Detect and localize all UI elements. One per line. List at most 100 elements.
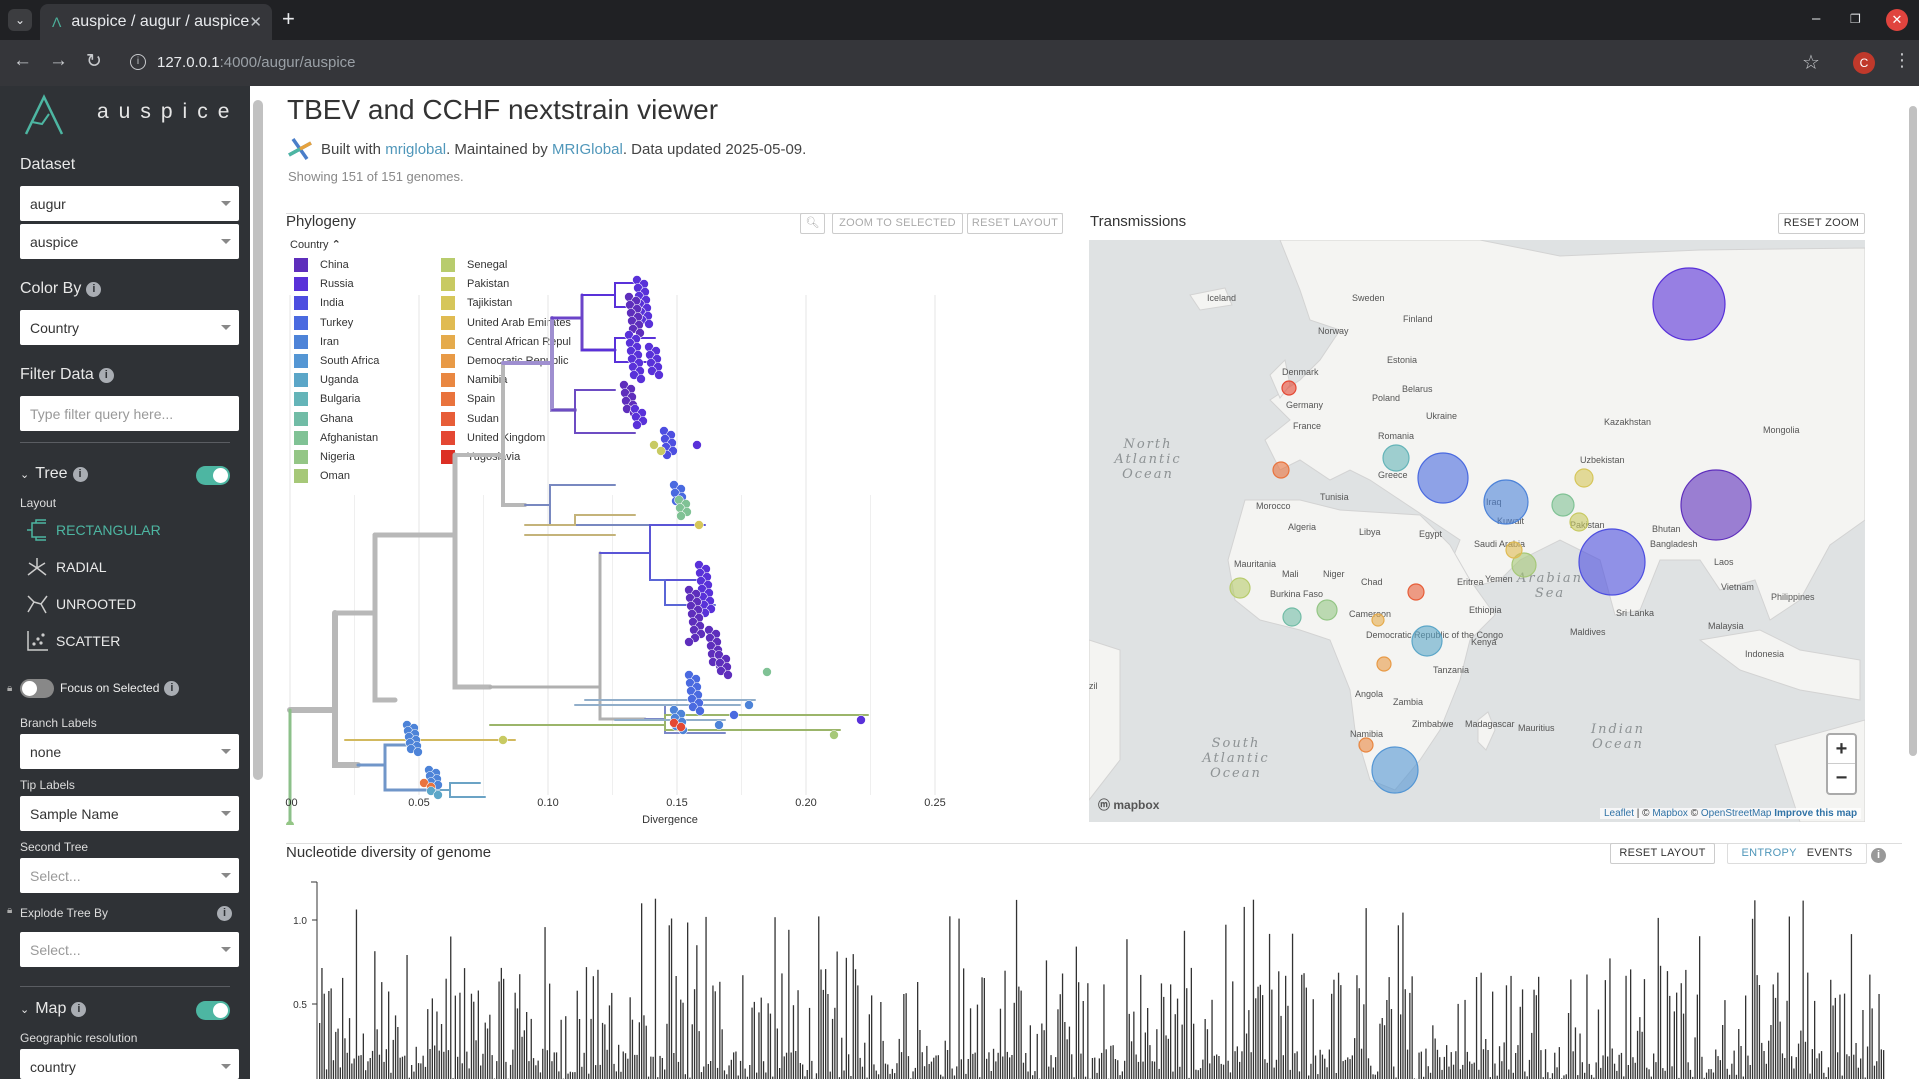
- entropy-bar[interactable]: [353, 1058, 355, 1079]
- entropy-bar[interactable]: [1073, 1077, 1075, 1079]
- entropy-bar[interactable]: [1202, 1059, 1204, 1079]
- entropy-bar[interactable]: [424, 1066, 427, 1079]
- dataset-select-2[interactable]: auspice: [20, 224, 239, 259]
- entropy-bar[interactable]: [1278, 971, 1280, 1079]
- map-circle-turkey[interactable]: [1417, 452, 1469, 504]
- entropy-bar[interactable]: [1494, 1063, 1496, 1079]
- entropy-bar[interactable]: [1462, 1064, 1464, 1079]
- entropy-bar[interactable]: [1671, 1066, 1673, 1079]
- entropy-bar[interactable]: [1333, 979, 1335, 1079]
- entropy-bar[interactable]: [827, 994, 829, 1079]
- entropy-bar[interactable]: [1630, 969, 1632, 1079]
- entropy-bar[interactable]: [1749, 1065, 1751, 1079]
- entropy-bar[interactable]: [1751, 918, 1754, 1079]
- entropy-bar[interactable]: [1705, 1072, 1708, 1079]
- entropy-bar[interactable]: [1209, 1063, 1211, 1079]
- filter-input[interactable]: Type filter query here...: [20, 396, 239, 431]
- entropy-bar[interactable]: [1400, 1014, 1402, 1079]
- entropy-bar[interactable]: [831, 1018, 834, 1079]
- entropy-bar[interactable]: [459, 992, 461, 1079]
- entropy-bar[interactable]: [381, 982, 383, 1079]
- entropy-bar[interactable]: [976, 1004, 979, 1079]
- entropy-bar[interactable]: [1395, 1077, 1397, 1079]
- entropy-bar[interactable]: [1151, 1061, 1153, 1079]
- entropy-bar[interactable]: [719, 981, 721, 1079]
- entropy-bar[interactable]: [339, 1067, 341, 1079]
- entropy-bar[interactable]: [553, 1052, 555, 1079]
- browser-menu-icon[interactable]: ⋮: [1893, 50, 1911, 70]
- map-circle-sudan[interactable]: [1407, 583, 1425, 601]
- focus-toggle[interactable]: [20, 679, 54, 698]
- entropy-bar[interactable]: [1289, 1069, 1291, 1079]
- entropy-bar[interactable]: [1179, 1066, 1181, 1079]
- entropy-bar[interactable]: [461, 1063, 463, 1079]
- entropy-bar[interactable]: [1871, 1008, 1873, 1079]
- entropy-bar[interactable]: [1354, 1038, 1356, 1079]
- entropy-bar[interactable]: [606, 1049, 608, 1079]
- entropy-bar[interactable]: [657, 1077, 659, 1079]
- entropy-bar[interactable]: [1676, 992, 1678, 1079]
- entropy-bar[interactable]: [1765, 1063, 1767, 1079]
- entropy-bar[interactable]: [1777, 972, 1779, 1079]
- entropy-bar[interactable]: [1218, 1056, 1220, 1079]
- entropy-bar[interactable]: [1268, 933, 1271, 1079]
- legend-item-united-arab-emirates[interactable]: United Arab Emirates: [441, 315, 571, 330]
- entropy-bar[interactable]: [388, 991, 390, 1079]
- entropy-bar[interactable]: [659, 1055, 661, 1079]
- entropy-bar[interactable]: [330, 988, 332, 1079]
- legend-item-uganda[interactable]: Uganda: [294, 373, 359, 388]
- new-tab-icon[interactable]: +: [282, 6, 295, 31]
- entropy-bar[interactable]: [1830, 979, 1832, 1079]
- entropy-bar[interactable]: [1699, 936, 1701, 1079]
- tree-tip[interactable]: [433, 790, 443, 800]
- entropy-bar[interactable]: [1174, 1014, 1176, 1079]
- transmissions-map[interactable]: Iceland Sweden Finland Norway Denmark Estonia…: [1089, 240, 1865, 822]
- entropy-bar[interactable]: [392, 1039, 394, 1079]
- entropy-bar[interactable]: [921, 1052, 923, 1079]
- legend-item-russia[interactable]: Russia: [294, 277, 354, 292]
- entropy-bar[interactable]: [1379, 1023, 1381, 1079]
- entropy-bar[interactable]: [1055, 1057, 1057, 1079]
- entropy-bar[interactable]: [1786, 1000, 1788, 1079]
- entropy-bar[interactable]: [360, 1055, 362, 1079]
- entropy-bar[interactable]: [1172, 1071, 1174, 1079]
- entropy-bar[interactable]: [1482, 1049, 1485, 1079]
- entropy-bar[interactable]: [1643, 979, 1646, 1079]
- entropy-bar[interactable]: [1607, 1056, 1609, 1079]
- entropy-bar[interactable]: [489, 1014, 491, 1079]
- map-heading[interactable]: ⌄ Map i: [20, 1000, 87, 1018]
- entropy-bar[interactable]: [1114, 1059, 1117, 1079]
- tree-tip[interactable]: [286, 821, 294, 825]
- tree-tip[interactable]: [695, 706, 705, 716]
- entropy-bar[interactable]: [1342, 1061, 1344, 1079]
- entropy-bar[interactable]: [1602, 1055, 1604, 1079]
- entropy-bar[interactable]: [802, 1064, 804, 1079]
- entropy-bar[interactable]: [1296, 1051, 1298, 1079]
- entropy-bar[interactable]: [415, 1046, 417, 1079]
- entropy-bar[interactable]: [1082, 1001, 1084, 1079]
- legend-item-central-african-repul[interactable]: Central African Repul: [441, 334, 571, 349]
- entropy-bar[interactable]: [1441, 1069, 1443, 1079]
- entropy-bar[interactable]: [374, 951, 376, 1079]
- entropy-bar[interactable]: [454, 995, 456, 1079]
- entropy-bar[interactable]: [1816, 1058, 1818, 1079]
- entropy-bar[interactable]: [1328, 1049, 1330, 1079]
- entropy-bar[interactable]: [1531, 1032, 1533, 1079]
- tree-tip[interactable]: [649, 440, 659, 450]
- entropy-bar[interactable]: [942, 1076, 944, 1079]
- entropy-bar[interactable]: [958, 918, 960, 1079]
- legend-item-tajikistan[interactable]: Tajikistan: [441, 296, 512, 311]
- entropy-bar[interactable]: [620, 1071, 622, 1079]
- entropy-bar[interactable]: [1427, 1066, 1429, 1079]
- entropy-bar[interactable]: [429, 1049, 431, 1079]
- map-circle-afghanistan[interactable]: [1551, 493, 1575, 517]
- entropy-bar[interactable]: [1524, 1071, 1526, 1079]
- entropy-bar[interactable]: [1763, 1051, 1765, 1079]
- entropy-bar[interactable]: [1781, 1053, 1784, 1079]
- entropy-bar[interactable]: [491, 1055, 493, 1079]
- map-circle-russia[interactable]: [1652, 267, 1726, 341]
- entropy-bar[interactable]: [1188, 1077, 1190, 1079]
- entropy-bar[interactable]: [1360, 1048, 1363, 1079]
- entropy-bar[interactable]: [1515, 1053, 1517, 1079]
- entropy-bar[interactable]: [887, 1064, 889, 1079]
